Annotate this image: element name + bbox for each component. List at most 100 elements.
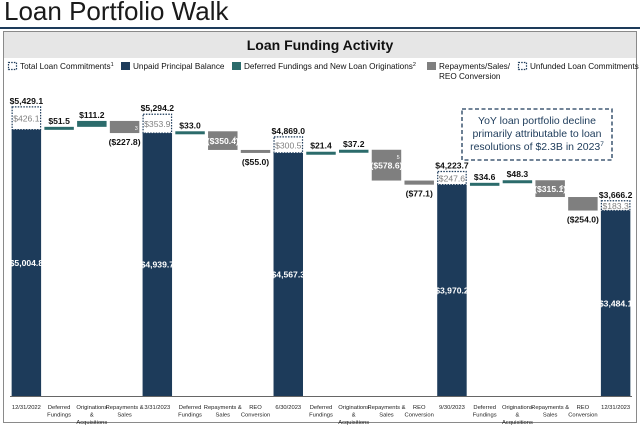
increase-bar (306, 151, 336, 155)
category-label: Originations (338, 405, 369, 411)
callout-text: YoY loan portfolio decline (478, 115, 596, 127)
increase-bar (502, 180, 533, 184)
category-label: & (352, 413, 356, 419)
title-divider (0, 27, 640, 29)
category-label: Acquisitions (76, 420, 107, 426)
category-label: 12/31/2023 (601, 405, 630, 411)
decrease-label: ($315.1) (534, 184, 566, 194)
category-label: 3/31/2023 (144, 405, 170, 411)
decrease-label: ($254.0) (567, 215, 599, 225)
upb-label: $4,567.3 (272, 269, 306, 279)
upb-bar (437, 184, 467, 396)
category-label: Conversion (241, 413, 270, 419)
decrease-bar (240, 149, 271, 153)
unfunded-bar (273, 136, 304, 154)
decrease-label: ($77.1) (406, 189, 433, 199)
decrease-label: ($350.4) (207, 136, 239, 146)
category-label: Originations (76, 405, 107, 411)
category-label: Repayments & (204, 405, 242, 411)
upb-label: $3,970.2 (435, 285, 469, 295)
category-label: Conversion (568, 413, 597, 419)
category-label: Originations (502, 405, 533, 411)
category-label: Conversion (405, 413, 434, 419)
upb-bar (273, 152, 303, 396)
unfunded-bar (437, 170, 467, 186)
category-label: Repayments & (367, 405, 405, 411)
footnote-marker: 5 (397, 155, 400, 161)
unfunded-label: $353.9 (144, 119, 171, 129)
legend-label: Repayments/Sales/ (439, 62, 511, 71)
category-label: Sales (216, 413, 231, 419)
category-label: Deferred (310, 405, 333, 411)
decrease-bar (109, 120, 140, 134)
total-label: $3,666.2 (599, 190, 633, 200)
legend-label: Total Loan Commitments1 (20, 62, 114, 71)
legend-swatch (7, 61, 18, 71)
unfunded-label: $247.6 (439, 174, 466, 184)
callout-text: resolutions of $2.3B in 20237 (470, 141, 604, 153)
unfunded-bar (11, 106, 42, 131)
unfunded-bar (600, 200, 631, 212)
category-label: 9/30/2023 (439, 405, 465, 411)
unfunded-bar (142, 113, 173, 134)
legend-label: REO Conversion (439, 72, 501, 81)
unfunded-label: $300.5 (275, 140, 302, 150)
category-label: 12/31/2022 (12, 405, 41, 411)
increase-bar (469, 182, 500, 186)
increase-label: $111.2 (79, 110, 105, 120)
legend-label: Deferred Fundings and New Loan Originati… (244, 62, 416, 71)
increase-bar (77, 120, 107, 127)
legend-swatch (517, 61, 528, 71)
footnote-marker: 3 (135, 126, 138, 132)
callout-text: primarily attributable to loan (473, 128, 602, 140)
category-label: Fundings (178, 413, 202, 419)
category-label: & (90, 413, 94, 419)
increase-label: $33.0 (179, 120, 201, 130)
decrease-label: ($578.6) (370, 161, 402, 171)
increase-bar (339, 149, 369, 153)
decrease-label: ($55.0) (242, 157, 269, 167)
footnote-marker: 6 (560, 185, 563, 191)
legend-swatch (232, 62, 241, 70)
increase-bar (44, 126, 74, 130)
increase-bar (175, 131, 205, 135)
total-label: $5,294.2 (141, 103, 175, 113)
category-label: Acquisitions (338, 420, 369, 426)
unfunded-label: $183.3 (602, 201, 629, 211)
category-label: Deferred (48, 405, 71, 411)
increase-label: $51.5 (48, 116, 70, 126)
category-label: Sales (379, 413, 394, 419)
legend-label: Unpaid Principal Balance (133, 62, 225, 71)
legend-swatch (121, 62, 130, 70)
total-label: $4,869.0 (272, 126, 306, 136)
callout-box (461, 108, 613, 161)
chart-title: Loan Funding Activity (246, 37, 394, 53)
legend-swatch (427, 62, 436, 70)
upb-label: $4,939.7 (141, 260, 175, 270)
category-label: Sales (543, 413, 558, 419)
category-label: Repayments & (531, 405, 569, 411)
category-label: Fundings (473, 413, 497, 419)
upb-bar (11, 129, 42, 397)
category-label: & (515, 413, 519, 419)
decrease-bar (568, 197, 598, 211)
unfunded-label: $426.1 (13, 114, 40, 124)
increase-label: $48.3 (507, 169, 529, 179)
category-label: Repayments & (106, 405, 144, 411)
upb-bar (600, 210, 631, 396)
upb-bar (142, 133, 173, 396)
footnote-marker: 4 (233, 136, 236, 142)
category-label: Deferred (473, 405, 496, 411)
legend-label: Unfunded Loan Commitments (530, 62, 639, 71)
page-title: Loan Portfolio Walk (4, 0, 229, 26)
decrease-bar (371, 149, 402, 181)
category-label: 6/30/2023 (275, 405, 301, 411)
chart-frame (3, 31, 637, 423)
total-label: $5,429.1 (10, 96, 44, 106)
decrease-label: ($227.8) (109, 137, 141, 147)
upb-label: $5,004.8 (10, 258, 44, 268)
total-label: $4,223.7 (435, 160, 469, 170)
increase-label: $37.2 (343, 139, 365, 149)
increase-label: $21.4 (310, 141, 332, 151)
